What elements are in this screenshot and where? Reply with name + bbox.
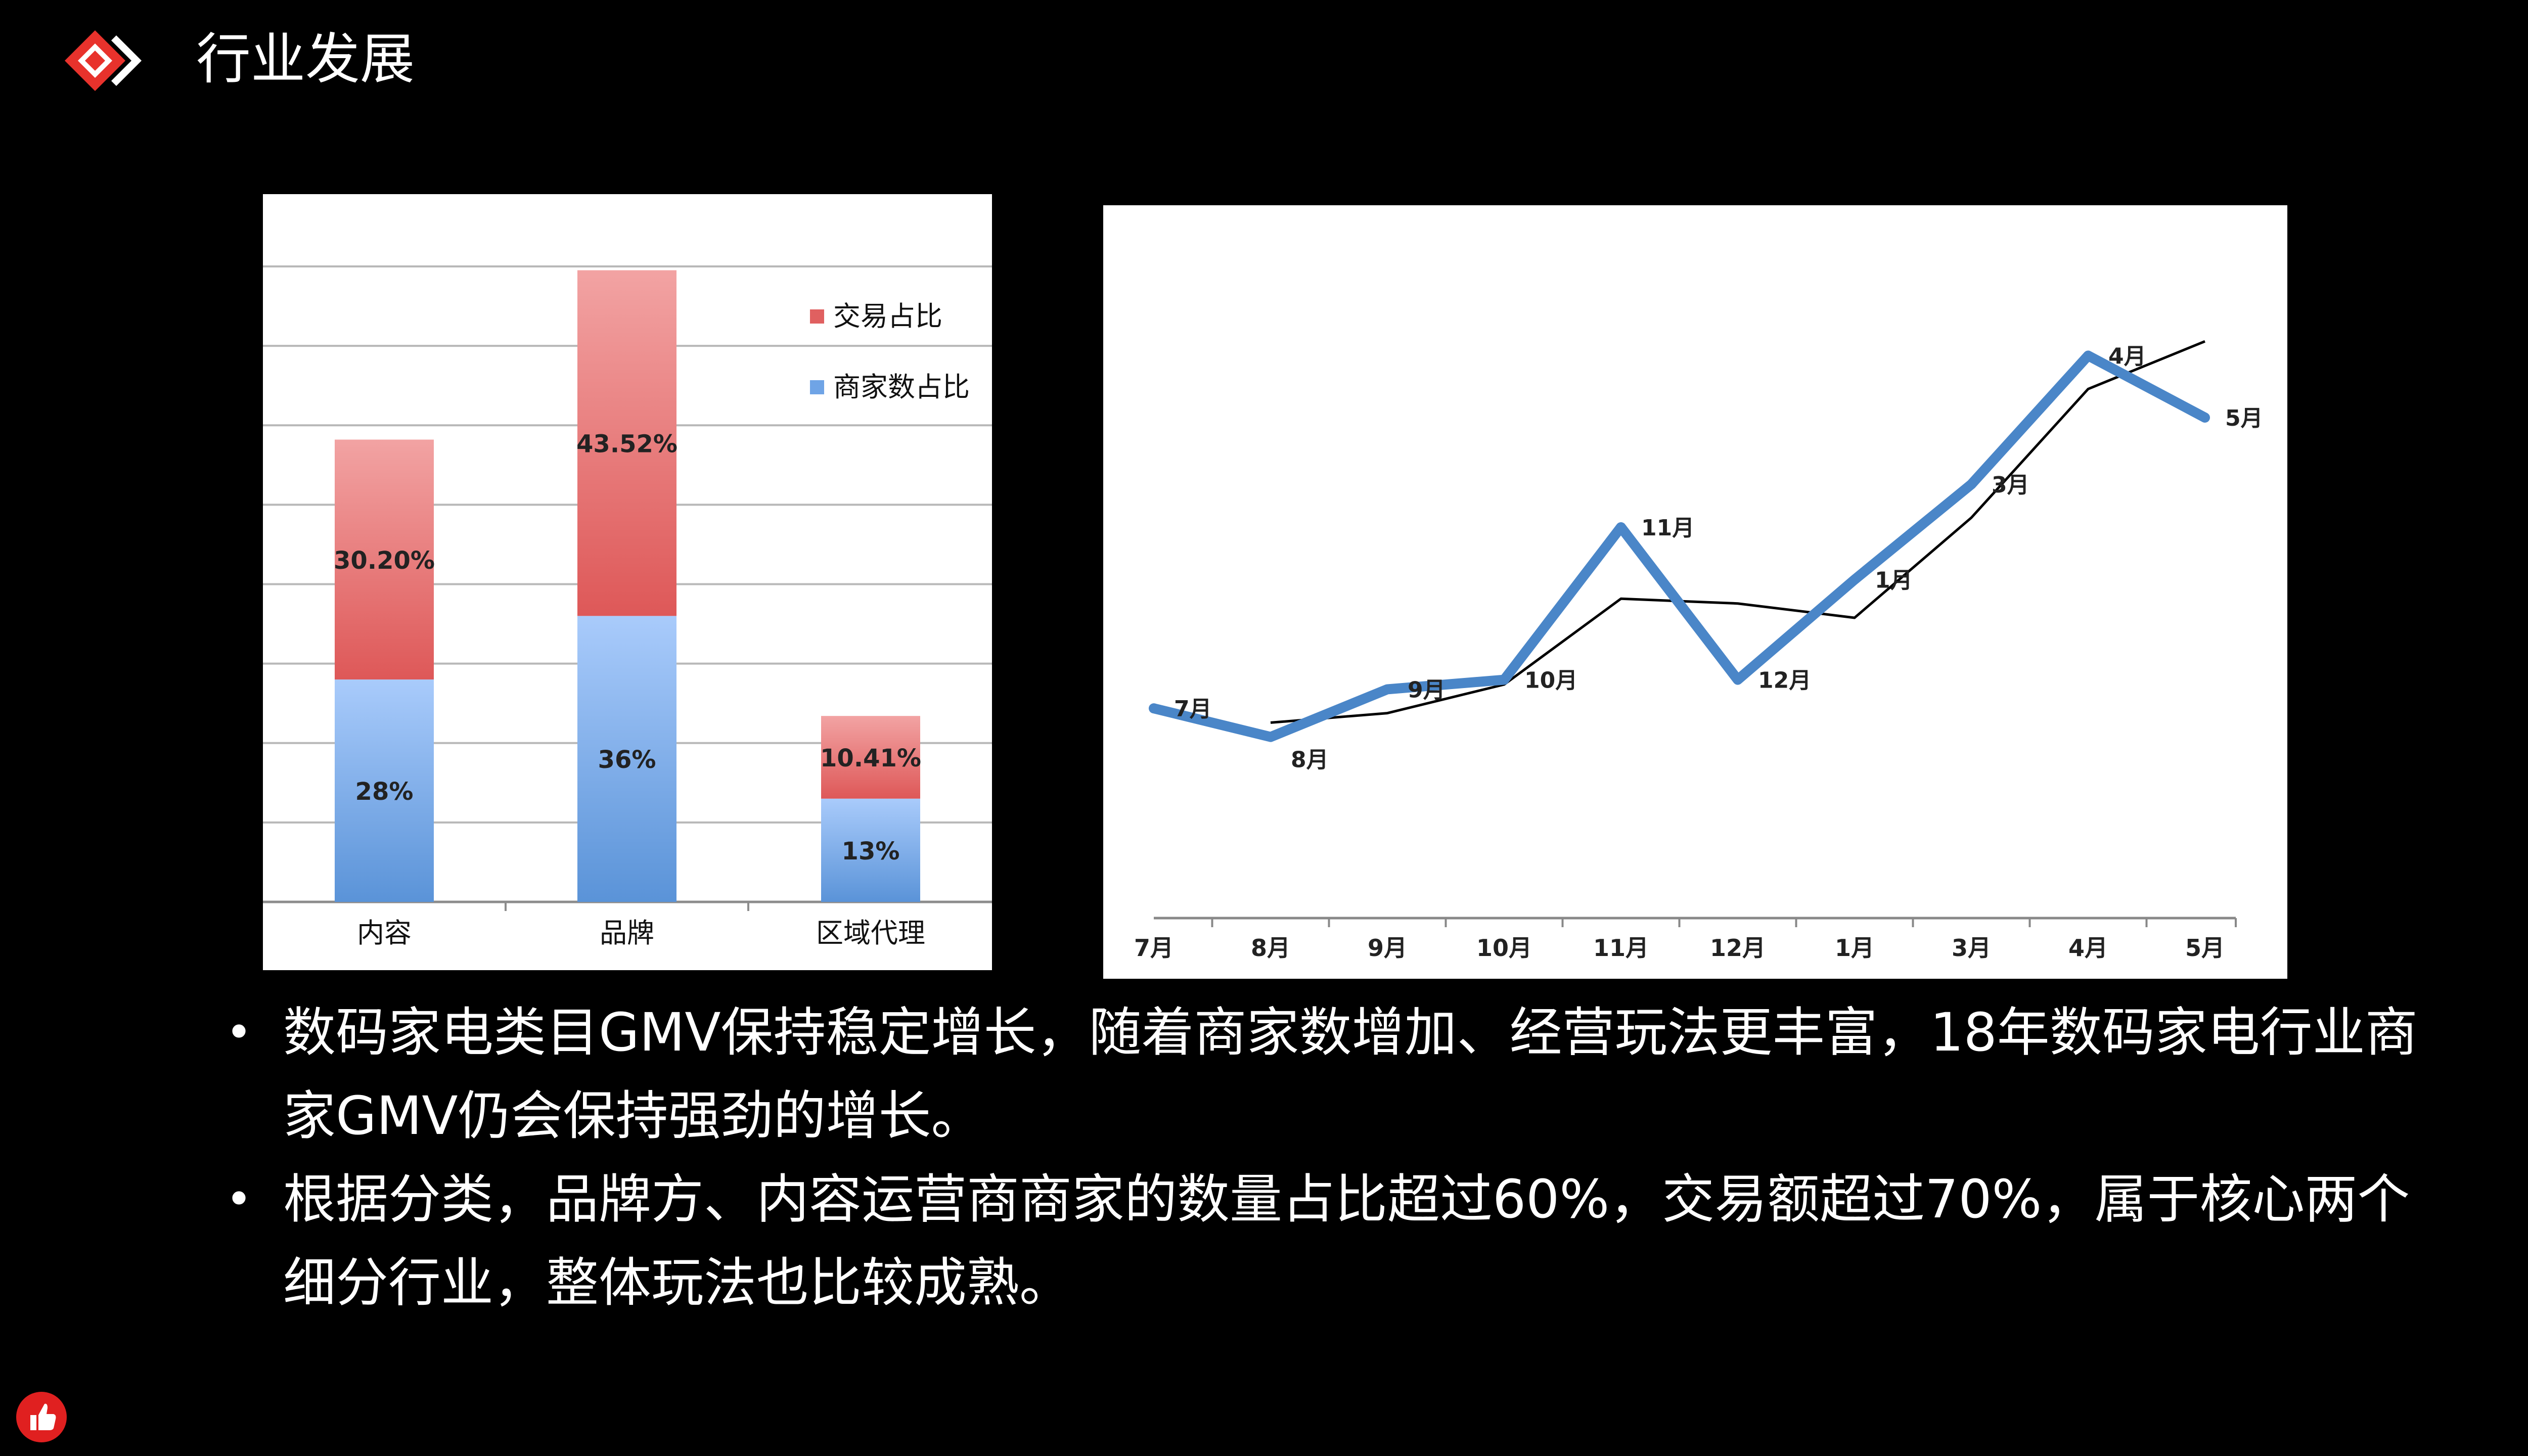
bullet-marker: • bbox=[225, 1173, 253, 1226]
data-point bbox=[1268, 734, 1274, 740]
bar-segment bbox=[577, 616, 676, 902]
series-line-secondary bbox=[1270, 340, 2205, 724]
legend-label: 商家数占比 bbox=[833, 371, 970, 403]
stacked-bar-chart: 28% 30.20% 内容 36% 43.52% 品牌 13% 10.41% 区域代理 交易占比商… bbox=[263, 265, 992, 949]
series-line-primary bbox=[1149, 350, 2210, 742]
bar-segment bbox=[335, 679, 434, 902]
x-tick-label: 区域代理 bbox=[816, 917, 925, 949]
x-tick-label: 5月 bbox=[2185, 934, 2225, 962]
x-tick-label: 内容 bbox=[357, 917, 412, 949]
point-label: 5月 bbox=[2225, 405, 2263, 431]
data-point bbox=[1852, 576, 1858, 583]
point-label: 7月 bbox=[1174, 696, 1212, 722]
point-label: 9月 bbox=[1408, 677, 1446, 703]
bar-segment bbox=[821, 798, 920, 902]
x-tick-label: 4月 bbox=[2068, 934, 2108, 962]
data-point bbox=[1151, 705, 1157, 712]
line-chart: 7月 8月 9月 10月 11月 12月 1月 3月 4月 5月 7月 8月 9月 10月 11月 12月 1月… bbox=[1134, 340, 2263, 962]
bar-data-label: 43.52% bbox=[576, 430, 678, 458]
point-label: 3月 bbox=[1992, 472, 2029, 498]
point-label: 11月 bbox=[1641, 515, 1694, 541]
x-tick-label: 3月 bbox=[1952, 934, 1991, 962]
bar-data-label: 13% bbox=[842, 837, 900, 866]
x-tick-label: 8月 bbox=[1251, 934, 1290, 962]
thumbs-up-icon[interactable] bbox=[16, 1392, 67, 1442]
data-point bbox=[1384, 686, 1390, 693]
page-title: 行业发展 bbox=[196, 28, 415, 91]
data-point bbox=[1501, 676, 1507, 683]
bar-data-label: 10.41% bbox=[820, 744, 921, 772]
bar-data-label: 36% bbox=[598, 746, 656, 774]
bullet-item: • 数码家电类目GMV保持稳定增长，随着商家数增加、经营玩法更丰富，18年数码家… bbox=[217, 991, 2452, 1158]
data-point bbox=[2202, 415, 2208, 421]
x-tick-label: 1月 bbox=[1835, 934, 1874, 962]
legend-swatch bbox=[810, 309, 824, 324]
bar-data-label: 28% bbox=[355, 778, 414, 806]
legend-label: 交易占比 bbox=[833, 300, 942, 332]
x-tick-label: 11月 bbox=[1593, 934, 1649, 962]
bullet-list: • 数码家电类目GMV保持稳定增长，随着商家数增加、经营玩法更丰富，18年数码家… bbox=[217, 991, 2452, 1325]
point-label: 10月 bbox=[1524, 668, 1577, 694]
bar-segment bbox=[577, 270, 676, 616]
bullet-text: 根据分类，品牌方、内容运营商商家的数量占比超过60%，交易额超过70%，属于核心… bbox=[283, 1168, 2410, 1313]
legend-swatch bbox=[810, 380, 824, 394]
brand-logo-icon bbox=[60, 25, 161, 96]
x-tick-label: 12月 bbox=[1710, 934, 1766, 962]
bullet-item: • 根据分类，品牌方、内容运营商商家的数量占比超过60%，交易额超过70%，属于… bbox=[217, 1158, 2452, 1325]
point-label: 12月 bbox=[1758, 668, 1811, 694]
x-tick-label: 品牌 bbox=[600, 917, 654, 949]
x-tick-label: 9月 bbox=[1368, 934, 1407, 962]
data-point bbox=[1735, 676, 1741, 683]
bar-segment bbox=[821, 716, 920, 799]
x-tick-label: 10月 bbox=[1476, 934, 1532, 962]
x-tick-label: 7月 bbox=[1134, 934, 1173, 962]
line-chart-panel: 7月 8月 9月 10月 11月 12月 1月 3月 4月 5月 7月 8月 9月 10月 11月 12月 1月… bbox=[1103, 205, 2287, 979]
point-label: 4月 bbox=[2108, 343, 2146, 369]
point-label: 8月 bbox=[1291, 747, 1329, 773]
stacked-bar-chart-panel: 28% 30.20% 内容 36% 43.52% 品牌 13% 10.41% 区域代理 交易占比商… bbox=[263, 194, 992, 970]
data-point bbox=[1968, 481, 1974, 487]
point-label: 1月 bbox=[1875, 568, 1913, 594]
bar-segment bbox=[335, 439, 434, 680]
bullet-marker: • bbox=[225, 1006, 253, 1059]
data-point bbox=[2085, 352, 2091, 359]
bar-data-label: 30.20% bbox=[334, 547, 435, 575]
bullet-text: 数码家电类目GMV保持稳定增长，随着商家数增加、经营玩法更丰富，18年数码家电行… bbox=[283, 1002, 2418, 1147]
data-point bbox=[1618, 524, 1624, 530]
